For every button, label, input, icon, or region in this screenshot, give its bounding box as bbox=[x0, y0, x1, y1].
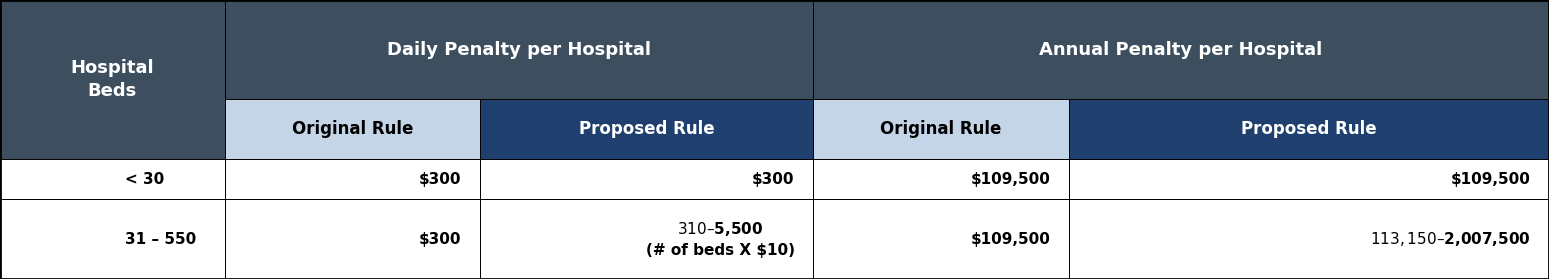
Bar bbox=[225, 199, 480, 279]
Text: Proposed Rule: Proposed Rule bbox=[579, 120, 714, 138]
Text: $300: $300 bbox=[753, 172, 795, 187]
Bar bbox=[0, 0, 225, 159]
Bar bbox=[225, 159, 480, 199]
Bar bbox=[225, 0, 813, 99]
Bar bbox=[480, 199, 813, 279]
Bar bbox=[480, 99, 813, 159]
Text: $113,150 – $2,007,500: $113,150 – $2,007,500 bbox=[1369, 230, 1530, 248]
Bar bbox=[480, 159, 813, 199]
Bar bbox=[0, 199, 225, 279]
Bar bbox=[225, 99, 480, 159]
Text: $109,500: $109,500 bbox=[970, 232, 1050, 247]
Text: Annual Penalty per Hospital: Annual Penalty per Hospital bbox=[1039, 40, 1323, 59]
Text: $109,500: $109,500 bbox=[1450, 172, 1530, 187]
Bar bbox=[1069, 159, 1549, 199]
Bar bbox=[1069, 99, 1549, 159]
Text: 31 – 550: 31 – 550 bbox=[124, 232, 195, 247]
Text: Original Rule: Original Rule bbox=[291, 120, 414, 138]
Text: Daily Penalty per Hospital: Daily Penalty per Hospital bbox=[387, 40, 651, 59]
Text: $310 – $5,500
(# of beds X $10): $310 – $5,500 (# of beds X $10) bbox=[646, 220, 795, 258]
Text: $109,500: $109,500 bbox=[970, 172, 1050, 187]
Text: $300: $300 bbox=[420, 172, 462, 187]
Bar bbox=[813, 159, 1069, 199]
Bar bbox=[813, 199, 1069, 279]
Text: Hospital
Beds: Hospital Beds bbox=[71, 59, 153, 100]
Bar bbox=[0, 159, 225, 199]
Bar bbox=[813, 0, 1549, 99]
Bar bbox=[813, 99, 1069, 159]
Text: Proposed Rule: Proposed Rule bbox=[1241, 120, 1377, 138]
Text: Original Rule: Original Rule bbox=[880, 120, 1002, 138]
Text: < 30: < 30 bbox=[124, 172, 164, 187]
Text: $300: $300 bbox=[420, 232, 462, 247]
Bar bbox=[1069, 199, 1549, 279]
